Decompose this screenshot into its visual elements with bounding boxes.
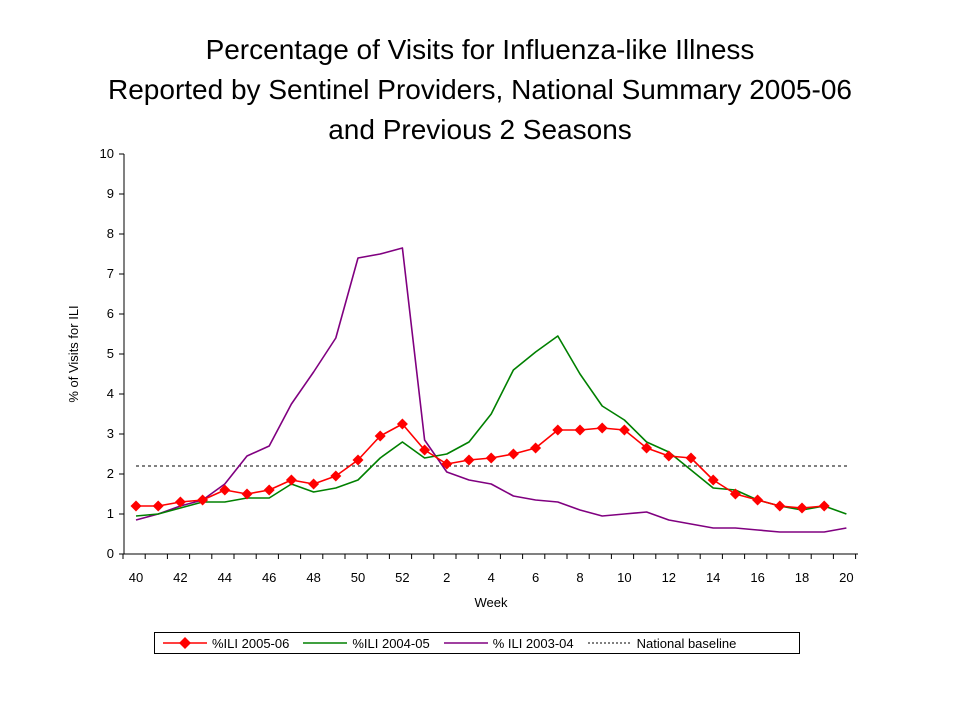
legend-label: % ILI 2003-04 [492, 635, 574, 651]
y-tick-label: 4 [107, 386, 114, 401]
x-tick-label: 12 [662, 570, 676, 585]
data-point [130, 500, 142, 512]
data-point [685, 452, 697, 464]
data-point [574, 424, 586, 436]
y-tick-label: 10 [100, 146, 114, 161]
y-tick-label: 1 [107, 506, 114, 521]
data-point [174, 496, 186, 508]
data-point [485, 452, 497, 464]
data-point [374, 430, 386, 442]
legend-label: National baseline [636, 635, 737, 651]
y-tick-label: 9 [107, 186, 114, 201]
y-tick-label: 2 [107, 466, 114, 481]
y-tick-label: 3 [107, 426, 114, 441]
data-point [219, 484, 231, 496]
data-point [463, 454, 475, 466]
x-tick-label: 44 [218, 570, 232, 585]
y-tick-label: 6 [107, 306, 114, 321]
title-line-2: Reported by Sentinel Providers, National… [108, 74, 852, 105]
data-point [596, 422, 608, 434]
data-point [663, 450, 675, 462]
y-tick-label: 0 [107, 546, 114, 561]
x-tick-label: 8 [576, 570, 583, 585]
data-point [396, 418, 408, 430]
y-tick-label: 8 [107, 226, 114, 241]
legend-label: %ILI 2004-05 [352, 635, 430, 651]
axis-labels: Week % of Visits for ILI [66, 305, 508, 610]
series-layer [130, 247, 847, 533]
data-point [419, 444, 431, 456]
data-point [796, 502, 808, 514]
legend-swatch [587, 642, 632, 644]
data-point [330, 470, 342, 482]
y-axis-label: % of Visits for ILI [66, 305, 81, 402]
legend-item-series-2: % ILI 2003-04 [442, 636, 574, 651]
data-point [552, 424, 564, 436]
x-tick-label: 10 [617, 570, 631, 585]
y-tick-label: 7 [107, 266, 114, 281]
data-point [197, 494, 209, 506]
series-line-1 [135, 335, 847, 517]
x-tick-label: 20 [839, 570, 853, 585]
title-line-1: Percentage of Visits for Influenza-like … [205, 34, 755, 65]
x-tick-label: 18 [795, 570, 809, 585]
data-point [641, 442, 653, 454]
data-point [263, 484, 275, 496]
legend-item-series-0: %ILI 2005-06 [161, 636, 289, 651]
x-tick-label: 42 [173, 570, 187, 585]
legend-item-baseline: National baseline [586, 635, 737, 651]
legend-marker [179, 637, 191, 649]
chart-title: Percentage of Visits for Influenza-like … [0, 30, 960, 150]
x-axis-label: Week [475, 595, 508, 610]
x-tick-label: 16 [750, 570, 764, 585]
x-tick-label: 2 [443, 570, 450, 585]
data-point [818, 500, 830, 512]
data-point [729, 488, 741, 500]
chart-legend: %ILI 2005-06 %ILI 2004-05 % ILI 2003-04 Nat… [154, 632, 800, 654]
data-point [774, 500, 786, 512]
legend-swatch [303, 642, 348, 644]
data-point [152, 500, 164, 512]
data-point [707, 474, 719, 486]
legend-swatch [443, 642, 488, 644]
data-point [308, 478, 320, 490]
series-line-2 [135, 247, 847, 533]
title-line-3: and Previous 2 Seasons [328, 114, 632, 145]
data-point [752, 494, 764, 506]
x-tick-label: 40 [129, 570, 143, 585]
legend-item-series-1: %ILI 2004-05 [301, 635, 430, 651]
data-point [530, 442, 542, 454]
x-tick-label: 6 [532, 570, 539, 585]
x-tick-label: 50 [351, 570, 365, 585]
data-point [241, 488, 253, 500]
y-tick-label: 5 [107, 346, 114, 361]
legend-swatch [163, 637, 207, 649]
x-tick-label: 14 [706, 570, 720, 585]
x-tick-label: 4 [488, 570, 495, 585]
data-point [285, 474, 297, 486]
x-tick-label: 52 [395, 570, 409, 585]
legend-label: %ILI 2005-06 [212, 635, 290, 651]
x-tick-label: 48 [306, 570, 320, 585]
data-point [441, 458, 453, 470]
x-tick-label: 46 [262, 570, 276, 585]
data-point [507, 448, 519, 460]
data-point [618, 424, 630, 436]
data-point [352, 454, 364, 466]
